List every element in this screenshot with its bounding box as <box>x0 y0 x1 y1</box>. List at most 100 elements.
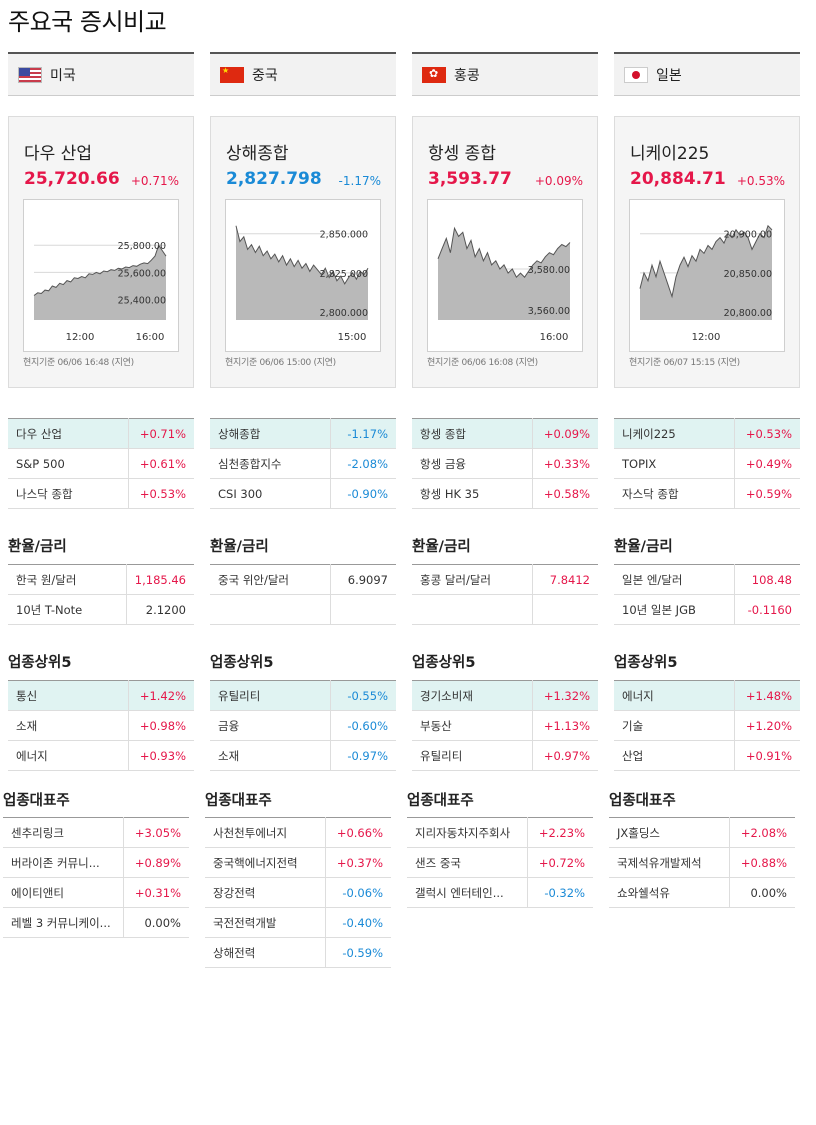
fx-row-row[interactable]: 한국 원/달러 1,185.46 <box>8 564 194 595</box>
index-row-row[interactable]: S&P 500 +0.61% <box>8 448 194 479</box>
fx-row-row[interactable] <box>210 594 396 625</box>
sector-row-name[interactable]: 유틸리티 <box>210 680 331 711</box>
stock-row-name[interactable]: 장강전력 <box>205 877 326 908</box>
stock-row-row[interactable]: 장강전력 -0.06% <box>205 877 391 908</box>
sector-row-row[interactable]: 산업 +0.91% <box>614 740 800 771</box>
sector-row-row[interactable]: 에너지 +0.93% <box>8 740 194 771</box>
fx-row-name[interactable]: 10년 일본 JGB <box>614 594 735 625</box>
stock-row-name[interactable]: 레벨 3 커뮤니케이... <box>3 907 124 938</box>
stock-row-row[interactable]: 쇼와쉘석유 0.00% <box>609 877 795 908</box>
fx-row-row[interactable]: 홍콩 달러/달러 7.8412 <box>412 564 598 595</box>
sector-row-name[interactable]: 통신 <box>8 680 129 711</box>
index-row-name[interactable]: S&P 500 <box>8 448 129 479</box>
sector-row-row[interactable]: 부동산 +1.13% <box>412 710 598 741</box>
sector-row-row[interactable]: 소재 +0.98% <box>8 710 194 741</box>
country-header[interactable]: 일본 <box>614 52 800 96</box>
stock-row-name[interactable]: 지리자동차지주회사 <box>407 817 528 848</box>
stock-row-row[interactable]: 센추리링크 +3.05% <box>3 817 189 848</box>
stock-row-name[interactable]: 중국핵에너지전력 <box>205 847 326 878</box>
sector-row-name[interactable]: 산업 <box>614 740 735 771</box>
fx-row-row[interactable]: 10년 일본 JGB -0.1160 <box>614 594 800 625</box>
index-chart-card[interactable]: 항셍 종합 3,593.77 +0.09% 3,580.00 3,560.00 16:00… <box>412 116 598 388</box>
index-row-name[interactable]: 항셍 금융 <box>412 448 533 479</box>
stock-row-row[interactable]: 버라이존 커뮤니... +0.89% <box>3 847 189 878</box>
fx-row-row[interactable]: 10년 T-Note 2.1200 <box>8 594 194 625</box>
index-row-row[interactable]: 자스닥 종합 +0.59% <box>614 478 800 509</box>
fx-row-name[interactable]: 10년 T-Note <box>8 594 127 625</box>
index-row-name[interactable]: 항셍 종합 <box>412 418 533 449</box>
sector-row-row[interactable]: 유틸리티 -0.55% <box>210 680 396 711</box>
stock-row-row[interactable]: 중국핵에너지전력 +0.37% <box>205 847 391 878</box>
stock-row-row[interactable]: 갤럭시 엔터테인... -0.32% <box>407 877 593 908</box>
fx-row-name[interactable]: 홍콩 달러/달러 <box>412 564 533 595</box>
country-header[interactable]: 홍콩 <box>412 52 598 96</box>
sector-row-name[interactable]: 유틸리티 <box>412 740 533 771</box>
stock-row-row[interactable]: 국전전력개발 -0.40% <box>205 907 391 938</box>
index-row-row[interactable]: 항셍 금융 +0.33% <box>412 448 598 479</box>
sector-row-name[interactable]: 금융 <box>210 710 331 741</box>
stock-row-row[interactable]: 샌즈 중국 +0.72% <box>407 847 593 878</box>
stock-row-name[interactable]: 에이티앤티 <box>3 877 124 908</box>
index-chart-card[interactable]: 니케이225 20,884.71 +0.53% 20,900.00 20,850.00 2… <box>614 116 800 388</box>
index-row-name[interactable]: 나스닥 종합 <box>8 478 129 509</box>
stock-row-name[interactable]: 국전전력개발 <box>205 907 326 938</box>
stock-row-row[interactable]: 레벨 3 커뮤니케이... 0.00% <box>3 907 189 938</box>
sector-row-name[interactable]: 경기소비재 <box>412 680 533 711</box>
stock-row-row[interactable]: 에이티앤티 +0.31% <box>3 877 189 908</box>
sector-row-row[interactable]: 소재 -0.97% <box>210 740 396 771</box>
index-row-row[interactable]: 다우 산업 +0.71% <box>8 418 194 449</box>
fx-row-name[interactable]: 중국 위안/달러 <box>210 564 331 595</box>
index-chart-card[interactable]: 상해종합 2,827.798 -1.17% 2,850.000 2,825.000 2,8… <box>210 116 396 388</box>
sector-row-row[interactable]: 유틸리티 +0.97% <box>412 740 598 771</box>
fx-row-name[interactable]: 일본 엔/달러 <box>614 564 735 595</box>
stock-row-name[interactable]: 버라이존 커뮤니... <box>3 847 124 878</box>
stock-row-name[interactable]: 갤럭시 엔터테인... <box>407 877 528 908</box>
index-row-name[interactable]: 상해종합 <box>210 418 331 449</box>
stock-row-name[interactable]: 상해전력 <box>205 937 326 968</box>
stock-row-row[interactable]: 지리자동차지주회사 +2.23% <box>407 817 593 848</box>
sector-row-name[interactable]: 에너지 <box>614 680 735 711</box>
index-row-row[interactable]: 심천종합지수 -2.08% <box>210 448 396 479</box>
stock-row-name[interactable]: 국제석유개발제석 <box>609 847 730 878</box>
country-header[interactable]: 미국 <box>8 52 194 96</box>
stock-row-row[interactable]: 사천천투에너지 +0.66% <box>205 817 391 848</box>
index-row-name[interactable]: 니케이225 <box>614 418 735 449</box>
country-header[interactable]: 중국 <box>210 52 396 96</box>
sector-row-name[interactable]: 에너지 <box>8 740 129 771</box>
stock-row-name[interactable]: 샌즈 중국 <box>407 847 528 878</box>
stock-row-row[interactable]: 국제석유개발제석 +0.88% <box>609 847 795 878</box>
sector-row-name[interactable]: 기술 <box>614 710 735 741</box>
sector-row-name[interactable]: 부동산 <box>412 710 533 741</box>
sector-row-row[interactable]: 경기소비재 +1.32% <box>412 680 598 711</box>
sector-row-row[interactable]: 금융 -0.60% <box>210 710 396 741</box>
fx-row-name[interactable] <box>210 594 331 625</box>
index-chart-card[interactable]: 다우 산업 25,720.66 +0.71% 25,800.00 25,600.00 25… <box>8 116 194 388</box>
stock-row-name[interactable]: 센추리링크 <box>3 817 124 848</box>
sector-row-name[interactable]: 소재 <box>210 740 331 771</box>
stock-row-name[interactable]: 쇼와쉘석유 <box>609 877 730 908</box>
stock-row-row[interactable]: 상해전력 -0.59% <box>205 937 391 968</box>
index-row-name[interactable]: 자스닥 종합 <box>614 478 735 509</box>
stock-row-name[interactable]: 사천천투에너지 <box>205 817 326 848</box>
sector-row-row[interactable]: 통신 +1.42% <box>8 680 194 711</box>
fx-row-name[interactable]: 한국 원/달러 <box>8 564 127 595</box>
sector-row-row[interactable]: 기술 +1.20% <box>614 710 800 741</box>
index-row-name[interactable]: 다우 산업 <box>8 418 129 449</box>
fx-row-row[interactable]: 일본 엔/달러 108.48 <box>614 564 800 595</box>
index-row-row[interactable]: 상해종합 -1.17% <box>210 418 396 449</box>
sector-row-name[interactable]: 소재 <box>8 710 129 741</box>
index-row-name[interactable]: CSI 300 <box>210 478 331 509</box>
index-row-row[interactable]: 니케이225 +0.53% <box>614 418 800 449</box>
fx-row-name[interactable] <box>412 594 533 625</box>
index-row-row[interactable]: 항셍 HK 35 +0.58% <box>412 478 598 509</box>
index-row-row[interactable]: 항셍 종합 +0.09% <box>412 418 598 449</box>
index-row-row[interactable]: 나스닥 종합 +0.53% <box>8 478 194 509</box>
index-row-name[interactable]: 심천종합지수 <box>210 448 331 479</box>
fx-row-row[interactable]: 중국 위안/달러 6.9097 <box>210 564 396 595</box>
stock-row-row[interactable]: JX홀딩스 +2.08% <box>609 817 795 848</box>
fx-row-row[interactable] <box>412 594 598 625</box>
index-row-row[interactable]: TOPIX +0.49% <box>614 448 800 479</box>
stock-row-name[interactable]: JX홀딩스 <box>609 817 730 848</box>
index-row-name[interactable]: 항셍 HK 35 <box>412 478 533 509</box>
sector-row-row[interactable]: 에너지 +1.48% <box>614 680 800 711</box>
